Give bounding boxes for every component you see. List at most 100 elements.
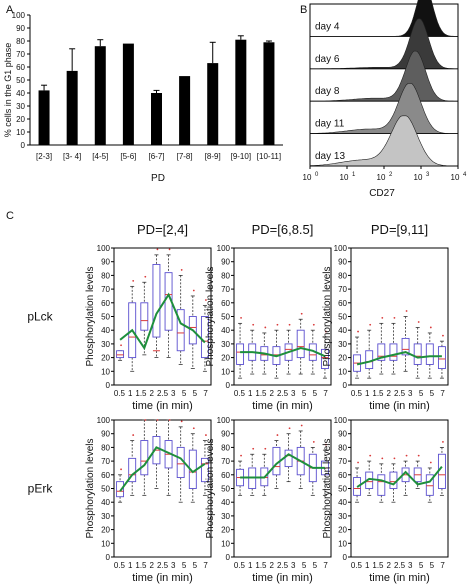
box-plot-y-tick-label: 50 <box>101 485 110 494</box>
outlier-point <box>192 427 195 430</box>
box <box>389 471 398 489</box>
box-plot-y-tick-label: 20 <box>338 354 347 363</box>
box-plot-x-tick-label: 0.5 <box>114 561 126 570</box>
box-plot-plck-3: 0 10 20 30 40 50 60 70 80 90 100 Phosphorylation le… <box>322 244 449 412</box>
box-plot-y-tick-label: 0 <box>106 381 111 390</box>
box-plot-y-tick-label: 90 <box>101 430 110 439</box>
box-plot-x-tick-label: 1 <box>248 389 253 398</box>
outlier-point <box>180 420 183 423</box>
box <box>116 481 125 498</box>
box-plot-x-tick-label: 5 <box>430 389 435 398</box>
box-plot-y-tick-label: 70 <box>101 457 110 466</box>
box-plot-x-tick-label: 5 <box>313 561 318 570</box>
box-plot-y-tick-label: 10 <box>221 367 230 376</box>
histogram-label: day 8 <box>315 86 340 97</box>
median-trend-line <box>356 351 442 366</box>
outlier-point <box>357 330 359 333</box>
box-plot-x-tick-label: 2.5 <box>277 561 289 570</box>
outlier-point <box>144 275 147 278</box>
y-tick-label: 0 <box>21 141 26 150</box>
outlier-point <box>205 434 207 436</box>
outlier-point <box>417 321 420 323</box>
histogram-label: day 13 <box>315 151 345 162</box>
outlier-point <box>180 269 183 271</box>
outlier-point <box>132 434 135 436</box>
outlier-point <box>442 441 444 443</box>
box <box>401 337 410 356</box>
box-plot-x-tick-label: 7 <box>440 561 445 570</box>
box-plot-x-axis-label: time (in min) <box>132 572 193 584</box>
panel-c-box-plots: C PD=[2,4] PD=[6,8.5] PD=[9,11]pLckpErk010… <box>6 210 449 584</box>
box-plot-x-tick-label: 1.5 <box>372 561 384 570</box>
median-trend-line <box>240 346 326 358</box>
box-plot-y-tick-label: 90 <box>221 258 230 267</box>
box-plot-x-tick-label: 2 <box>269 561 274 570</box>
y-tick-label: 10 <box>16 128 25 137</box>
outlier-point <box>168 248 171 251</box>
x-tick-label: [7-8] <box>177 152 193 161</box>
histogram-x-tick-label: 10 <box>451 173 460 182</box>
box-plot-x-tick-label: 5 <box>302 389 307 398</box>
outlier-point <box>168 419 171 421</box>
outlier-point <box>264 447 267 450</box>
box-plot-y-tick-label: 60 <box>221 471 230 480</box>
histogram-day-8 <box>309 50 458 102</box>
outlier-point <box>429 461 432 464</box>
histogram-day-13 <box>309 115 458 167</box>
box-plot-perk-2: 0 10 20 30 40 50 60 70 80 90 100 Phosphorylation le… <box>205 416 332 584</box>
outlier-point <box>369 454 372 457</box>
x-tick-label: [5-6] <box>120 152 136 161</box>
box-plot-x-tick-label: 1.5 <box>255 389 267 398</box>
box-plot-y-tick-label: 100 <box>217 416 231 425</box>
box-plot-y-tick-label: 100 <box>97 416 111 425</box>
box-plot-x-tick-label: 5 <box>419 561 424 570</box>
box <box>377 343 386 361</box>
box-plot-y-tick-label: 80 <box>221 443 230 452</box>
box-plot-x-axis-label: time (in min) <box>369 572 430 584</box>
box-plot-y-tick-label: 50 <box>338 313 347 322</box>
box <box>236 343 245 365</box>
box <box>140 302 149 331</box>
y-tick-label: 100 <box>12 11 26 20</box>
box-plot-x-tick-label: 5 <box>182 389 187 398</box>
box-plot-y-tick-label: 50 <box>101 313 110 322</box>
outlier-point <box>276 434 279 436</box>
box-plot-y-tick-label: 0 <box>343 553 348 562</box>
box-plot-x-tick-label: 2.5 <box>277 389 289 398</box>
outlier-point <box>144 419 147 421</box>
box <box>389 343 398 361</box>
y-tick-label: 30 <box>16 102 25 111</box>
histogram-label: day 4 <box>315 21 340 32</box>
median-trend-line <box>240 453 325 479</box>
box-plot-x-tick-label: 2 <box>269 389 274 398</box>
box-plot-perk-1: 0 10 20 30 40 50 60 70 80 90 100 Phosphorylation le… <box>85 416 212 584</box>
box-plot-y-axis-label: Phosphorylation levels <box>85 438 96 538</box>
outlier-point <box>156 248 159 251</box>
box-plot-x-tick-label: 1 <box>365 389 370 398</box>
box-plot-y-tick-label: 90 <box>221 430 230 439</box>
box-plot-x-tick-label: 3 <box>171 561 176 570</box>
box-plot-y-tick-label: 10 <box>101 539 110 548</box>
outlier-point <box>393 316 396 319</box>
box-plot-x-tick-label: 5 <box>313 389 318 398</box>
box-plot-frame <box>233 247 332 386</box>
histogram-x-tick-label: 10 <box>414 173 423 182</box>
outlier-point <box>252 323 255 326</box>
box-plot-y-axis-label: Phosphorylation levels <box>205 438 216 538</box>
column-title: PD=[2,4] <box>137 222 188 237</box>
box-plot-x-tick-label: 3 <box>408 561 413 570</box>
x-tick-label: [9-10] <box>231 152 251 161</box>
box-plot-y-tick-label: 10 <box>101 367 110 376</box>
box-plot-x-tick-label: 0.5 <box>234 389 246 398</box>
box-plot-y-tick-label: 10 <box>338 539 347 548</box>
box-plot-y-tick-label: 20 <box>221 354 230 363</box>
box-plot-y-tick-label: 30 <box>101 340 110 349</box>
outlier-point <box>312 323 315 326</box>
box-plot-y-tick-label: 20 <box>338 526 347 535</box>
box-plot-y-tick-label: 60 <box>101 471 110 480</box>
box-plot-perk-3: 0 10 20 30 40 50 60 70 80 90 100 Phosphorylation le… <box>322 416 449 584</box>
box-plot-x-tick-label: 1 <box>128 561 133 570</box>
box-plot-y-tick-label: 20 <box>221 526 230 535</box>
